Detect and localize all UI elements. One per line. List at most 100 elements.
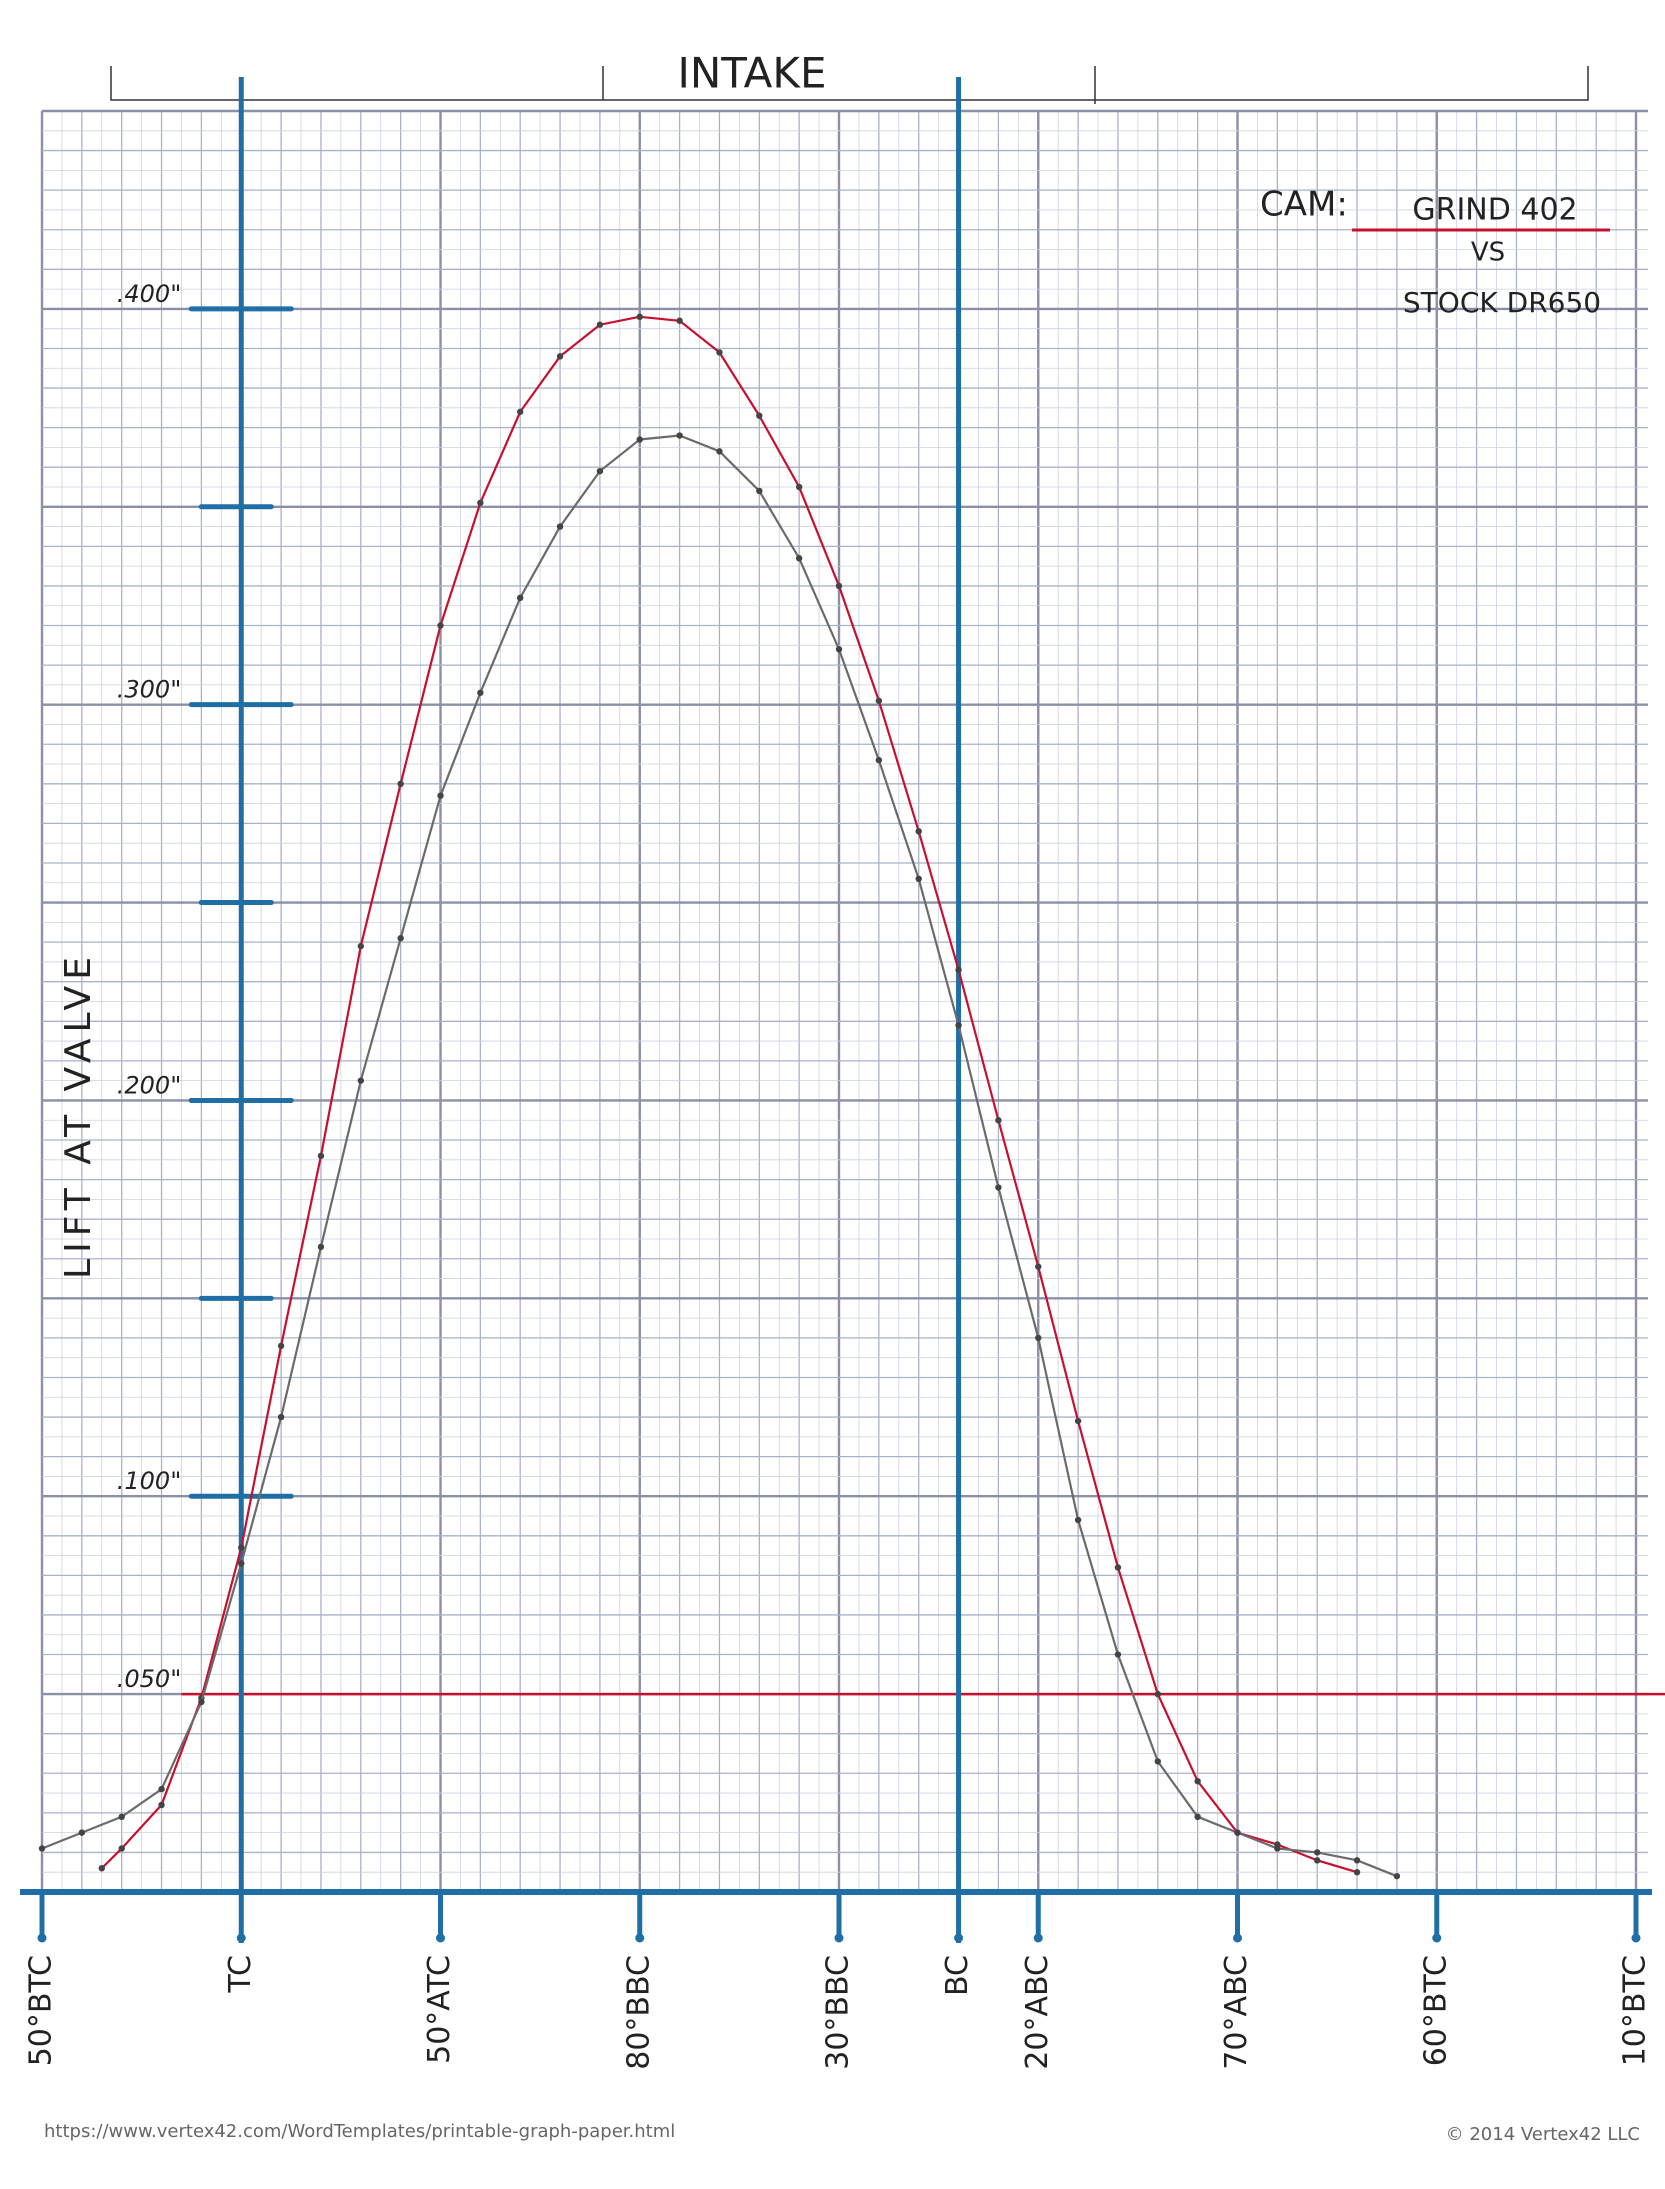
x-tick-dot <box>1631 1933 1641 1943</box>
x-tick-dot <box>37 1933 47 1943</box>
data-point <box>835 646 843 653</box>
data-point <box>238 1544 245 1551</box>
data-point <box>1194 1813 1201 1821</box>
data-point <box>636 436 643 443</box>
series-line <box>100 315 1358 1874</box>
y-axis-title: LIFT AT VALVE <box>58 951 99 1279</box>
x-tick-label: 30°BBC <box>821 1955 856 2070</box>
legend-entry: GRIND 402 <box>1412 193 1577 228</box>
data-point <box>676 317 683 324</box>
data-point <box>915 875 922 883</box>
footer-copyright: © 2014 Vertex42 LLC <box>1446 2124 1640 2145</box>
data-point <box>1074 1417 1082 1425</box>
data-point <box>437 792 444 799</box>
x-tick-dot <box>436 1933 445 1943</box>
x-tick-label: BC <box>940 1955 975 1996</box>
data-point <box>795 483 803 491</box>
footer-url: https://www.vertex42.com/WordTemplates/p… <box>44 2121 675 2142</box>
data-point <box>317 1243 325 1251</box>
x-tick-dot <box>834 1933 844 1943</box>
data-point <box>118 1845 125 1852</box>
y-tick-label: .300" <box>117 676 181 704</box>
data-point <box>556 353 564 360</box>
data-point <box>716 349 723 356</box>
data-point <box>517 408 524 415</box>
data-point <box>835 582 843 590</box>
data-point <box>1114 1651 1122 1658</box>
data-point <box>1194 1777 1201 1785</box>
x-tick-dot <box>954 1933 964 1943</box>
data-point <box>118 1813 125 1821</box>
x-tick-dot <box>236 1933 246 1943</box>
data-point <box>397 934 404 942</box>
data-point <box>158 1801 165 1809</box>
x-tick-label: 50°ATC <box>422 1955 457 2064</box>
data-point <box>1154 1758 1162 1765</box>
data-point <box>1314 1849 1321 1856</box>
x-tick-label: 60°BTC <box>1418 1955 1453 2066</box>
legend-joiner: VS <box>1471 238 1505 268</box>
data-point <box>238 1560 245 1567</box>
y-tick-label: .200" <box>117 1071 181 1099</box>
x-tick-label: 10°BTC <box>1618 1955 1653 2066</box>
data-point <box>596 321 604 328</box>
data-point <box>517 594 524 602</box>
data-point <box>1074 1516 1082 1524</box>
x-tick-dot <box>1033 1933 1043 1943</box>
data-point <box>875 697 883 704</box>
data-point <box>995 1117 1002 1124</box>
y-tick-label: .100" <box>117 1467 181 1495</box>
data-point <box>277 1342 285 1350</box>
data-point <box>556 523 564 530</box>
data-point <box>98 1865 105 1872</box>
data-point <box>1234 1829 1241 1836</box>
data-point <box>716 448 723 455</box>
legend-entry: STOCK DR650 <box>1403 286 1601 319</box>
data-point <box>397 780 404 788</box>
y-tick-label: .400" <box>117 280 181 308</box>
data-point <box>995 1184 1002 1191</box>
bracket-line <box>110 66 1589 101</box>
data-point <box>875 756 883 764</box>
x-tick-dot <box>1233 1933 1242 1943</box>
x-tick-label: 70°ABC <box>1219 1955 1254 2070</box>
chart-title: INTAKE <box>677 49 826 98</box>
intake-bracket <box>110 66 1589 104</box>
data-point <box>676 432 683 439</box>
data-point <box>477 689 484 696</box>
data-point <box>38 1845 46 1852</box>
data-point <box>1035 1334 1042 1342</box>
data-point <box>795 555 803 562</box>
data-point <box>756 487 763 495</box>
x-tick-label: 20°ABC <box>1020 1955 1055 2070</box>
data-point <box>1274 1845 1281 1852</box>
data-point <box>915 828 922 835</box>
x-tick-dot <box>635 1933 645 1943</box>
data-point <box>158 1785 165 1793</box>
x-tick-label: TC <box>223 1955 258 1994</box>
data-point <box>636 313 643 321</box>
data-point <box>955 1022 962 1029</box>
data-point <box>317 1152 325 1160</box>
data-point <box>756 412 763 419</box>
data-point <box>955 966 962 974</box>
data-point <box>357 1077 364 1084</box>
data-point <box>1035 1263 1042 1270</box>
x-tick-dot <box>1432 1933 1442 1943</box>
graph-paper <box>40 109 1648 1894</box>
legend-title: CAM: <box>1260 185 1348 225</box>
data-point <box>1353 1857 1361 1864</box>
data-point <box>1314 1857 1321 1864</box>
data-point <box>437 622 444 629</box>
data-point <box>1154 1690 1162 1698</box>
data-point <box>198 1698 205 1706</box>
data-point <box>78 1829 86 1836</box>
data-point <box>596 467 604 475</box>
data-point <box>1114 1564 1122 1571</box>
x-tick-label: 50°BTC <box>24 1955 59 2066</box>
y-tick-label: .050" <box>117 1665 181 1693</box>
data-point <box>357 942 364 950</box>
data-point <box>277 1413 285 1421</box>
data-point <box>1393 1872 1401 1880</box>
